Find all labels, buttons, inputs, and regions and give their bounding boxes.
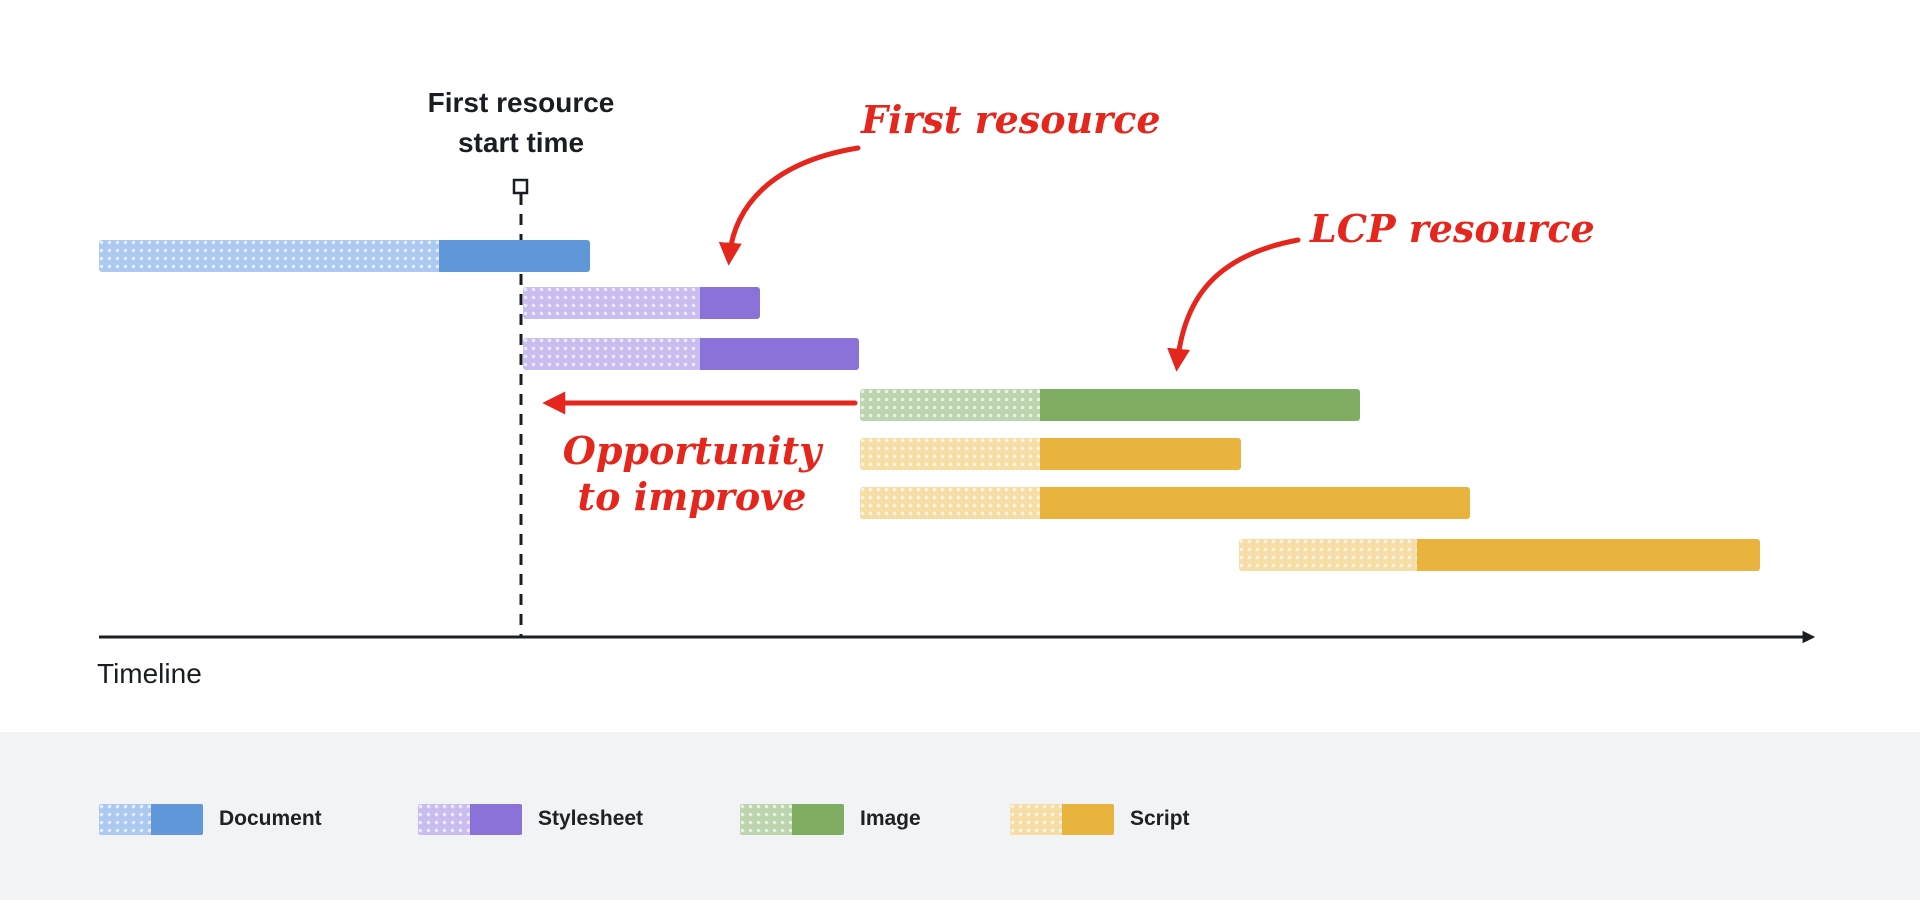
image-swatch-dark bbox=[792, 803, 844, 835]
legend-label: Image bbox=[860, 807, 921, 830]
document-swatch bbox=[99, 803, 203, 835]
resource-bar-stylesheet bbox=[523, 287, 760, 319]
label-line: First resource bbox=[427, 87, 615, 118]
resource-bar-script bbox=[860, 438, 1241, 470]
resource-bar-wait-segment bbox=[860, 487, 1040, 519]
script-swatch-dark bbox=[1062, 803, 1114, 835]
resource-bar-stylesheet bbox=[523, 338, 859, 370]
label-line: start time bbox=[457, 127, 585, 158]
stylesheet-swatch bbox=[418, 803, 522, 835]
resource-bar-download-segment bbox=[1040, 389, 1360, 421]
resource-bar-wait-segment bbox=[860, 438, 1040, 470]
first-resource-start-time-label: First resource start time bbox=[320, 83, 722, 163]
stylesheet-swatch-dark bbox=[470, 803, 522, 835]
resource-bar-document bbox=[99, 240, 590, 272]
legend-item-stylesheet: Stylesheet bbox=[418, 803, 643, 835]
resource-bar-download-segment bbox=[700, 338, 859, 370]
lcp-resource-annotation: LCP resource bbox=[1310, 206, 1595, 251]
legend-item-document: Document bbox=[99, 803, 322, 835]
resource-bar-image bbox=[860, 389, 1360, 421]
first-resource-annotation: First resource bbox=[861, 97, 1161, 142]
resource-bar-wait-segment bbox=[860, 389, 1040, 421]
resource-bar-wait-segment bbox=[523, 338, 700, 370]
document-swatch-dark bbox=[151, 803, 203, 835]
legend-item-image: Image bbox=[740, 803, 921, 835]
resource-bar-script bbox=[1239, 539, 1760, 571]
resource-bar-download-segment bbox=[439, 240, 590, 272]
resource-bar-wait-segment bbox=[523, 287, 700, 319]
legend-label: Script bbox=[1130, 807, 1190, 830]
resource-bar-wait-segment bbox=[99, 240, 439, 272]
resource-bar-wait-segment bbox=[1239, 539, 1417, 571]
script-swatch-light bbox=[1010, 803, 1062, 835]
legend-strip bbox=[0, 732, 1920, 900]
document-swatch-light bbox=[99, 803, 151, 835]
annotation-line: Opportunity bbox=[562, 428, 822, 473]
image-swatch bbox=[740, 803, 844, 835]
image-swatch-light bbox=[740, 803, 792, 835]
script-swatch bbox=[1010, 803, 1114, 835]
legend-label: Document bbox=[219, 807, 322, 830]
opportunity-to-improve-annotation: Opportunity to improve bbox=[520, 428, 864, 520]
resource-bar-download-segment bbox=[1417, 539, 1760, 571]
timeline-label: Timeline bbox=[97, 658, 202, 689]
legend-item-script: Script bbox=[1010, 803, 1190, 835]
resource-bar-download-segment bbox=[1040, 487, 1470, 519]
resource-bar-download-segment bbox=[1040, 438, 1241, 470]
resource-bar-download-segment bbox=[700, 287, 760, 319]
legend-label: Stylesheet bbox=[538, 807, 644, 830]
annotation-line: to improve bbox=[577, 474, 807, 519]
stylesheet-swatch-light bbox=[418, 803, 470, 835]
resource-bar-script bbox=[860, 487, 1470, 519]
